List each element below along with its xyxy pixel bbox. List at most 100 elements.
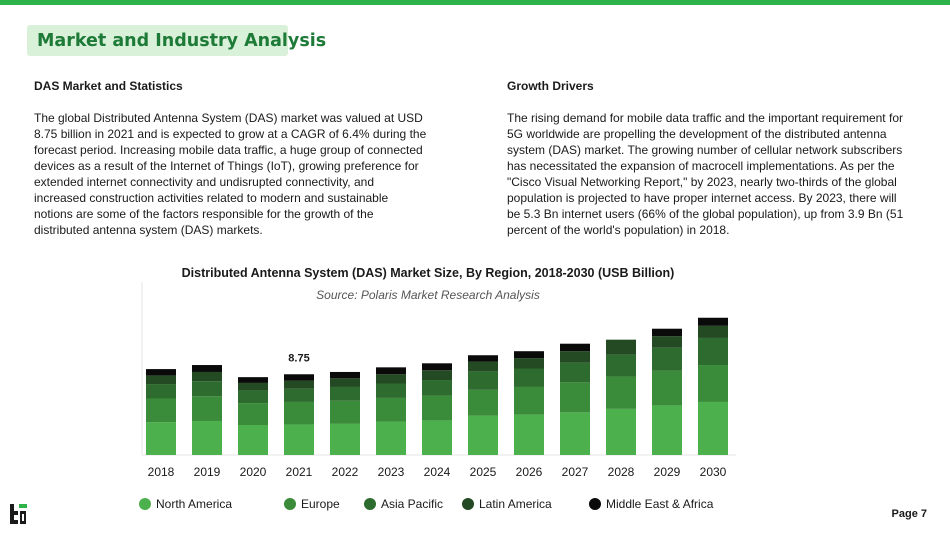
x-tick-label: 2026 [516,465,543,479]
bar-2030-series-3 [698,325,728,338]
bar-2028-series-2 [606,354,636,377]
x-tick-label: 2021 [286,465,313,479]
growth-drivers-section: Growth Drivers The rising demand for mob… [507,78,912,238]
bar-2022-series-2 [330,386,360,401]
chart-title: Distributed Antenna System (DAS) Market … [181,266,675,280]
bar-2018-series-1 [146,398,176,423]
bar-2022-series-4 [330,371,360,379]
bar-2023-series-3 [376,374,406,384]
bar-2025-series-2 [468,371,498,390]
bar-2027-series-2 [560,362,590,383]
bar-2025-series-4 [468,355,498,362]
bar-2022-series-0 [330,423,360,455]
das-market-section: DAS Market and Statistics The global Dis… [34,78,429,238]
bar-2024-series-0 [422,420,452,455]
chart-canvas: 2018 2019 2020 2021 8.75 2022 2023 2024 2025 2026… [139,282,736,511]
legend-marker-2 [364,498,376,510]
bar-2018-series-0 [146,422,176,455]
bar-2020-series-3 [238,382,268,391]
x-tick-label: 2022 [332,465,359,479]
bar-2020-series-0 [238,425,268,455]
bar-2027-series-1 [560,382,590,413]
das-market-body: The global Distributed Antenna System (D… [34,111,427,237]
bar-2023-series-4 [376,367,406,375]
bar-2019-series-4 [192,365,222,372]
bar-2027-series-0 [560,412,590,455]
bar-2027-series-3 [560,351,590,363]
x-tick-label: 2027 [562,465,589,479]
legend-marker-3 [462,498,474,510]
bar-2021-series-3 [284,380,314,389]
x-tick-label: 2020 [240,465,267,479]
legend-label-4: Middle East & Africa [606,497,714,511]
das-market-chart: Distributed Antenna System (DAS) Market … [118,262,738,520]
x-tick-label: 2018 [148,465,175,479]
bar-2018-series-2 [146,384,176,399]
bar-2028-series-1 [606,376,636,409]
bar-2025-series-0 [468,415,498,455]
legend-label-3: Latin America [479,497,552,511]
growth-drivers-heading: Growth Drivers [507,79,594,93]
bar-2029-series-3 [652,336,682,348]
bar-2024-series-1 [422,395,452,421]
bar-2020-series-4 [238,377,268,383]
x-tick-label: 2019 [194,465,221,479]
bar-2026-series-2 [514,368,544,387]
bar-2022-series-1 [330,400,360,424]
bar-2028-series-3 [606,339,636,355]
page-title: Market and Industry Analysis [27,25,326,56]
bar-2019-series-0 [192,420,222,455]
bar-2019-series-3 [192,371,222,382]
bar-2019-series-2 [192,381,222,397]
bar-2029-series-0 [652,405,682,455]
page-number: Page 7 [891,508,927,520]
x-tick-label: 2028 [608,465,635,479]
legend-marker-4 [589,498,601,510]
bar-2021-series-1 [284,401,314,425]
legend-label-1: Europe [301,497,340,511]
x-tick-label: 2029 [654,465,681,479]
bar-2030-series-0 [698,401,728,455]
bar-2030-series-1 [698,365,728,402]
bar-2018-series-3 [146,375,176,385]
chart-source: Source: Polaris Market Research Analysis [316,288,540,302]
bar-2020-series-1 [238,403,268,426]
bar-2023-series-0 [376,421,406,455]
bar-2024-series-2 [422,380,452,396]
data-label-2021: 8.75 [288,352,309,364]
x-tick-label: 2030 [700,465,727,479]
top-accent-bar [0,0,950,5]
legend-label-2: Asia Pacific [381,497,443,511]
legend-marker-1 [284,498,296,510]
bar-2026-series-3 [514,358,544,369]
bar-2018-series-4 [146,369,176,376]
bar-2029-series-1 [652,370,682,406]
bar-2027-series-4 [560,343,590,352]
bar-2026-series-1 [514,386,544,415]
bar-2029-series-2 [652,347,682,371]
bar-2028-series-0 [606,408,636,455]
legend-marker-0 [139,498,151,510]
growth-drivers-body: The rising demand for mobile data traffi… [507,111,904,237]
bar-2019-series-1 [192,396,222,421]
bar-2025-series-1 [468,389,498,416]
das-market-heading: DAS Market and Statistics [34,79,183,93]
bar-2021-series-2 [284,388,314,402]
bar-2026-series-4 [514,351,544,359]
bar-2030-series-2 [698,337,728,366]
legend-label-0: North America [156,497,232,511]
x-tick-label: 2024 [424,465,451,479]
bar-2021-series-0 [284,424,314,455]
company-logo-icon [7,502,29,526]
bar-2021-series-4 [284,374,314,381]
bar-2025-series-3 [468,361,498,372]
bar-2020-series-2 [238,390,268,404]
bar-2026-series-0 [514,414,544,455]
bar-2022-series-3 [330,378,360,387]
x-tick-label: 2025 [470,465,497,479]
bar-2024-series-4 [422,363,452,371]
x-tick-label: 2023 [378,465,405,479]
bar-2023-series-1 [376,397,406,422]
bar-2023-series-2 [376,383,406,398]
bar-2029-series-4 [652,328,682,337]
